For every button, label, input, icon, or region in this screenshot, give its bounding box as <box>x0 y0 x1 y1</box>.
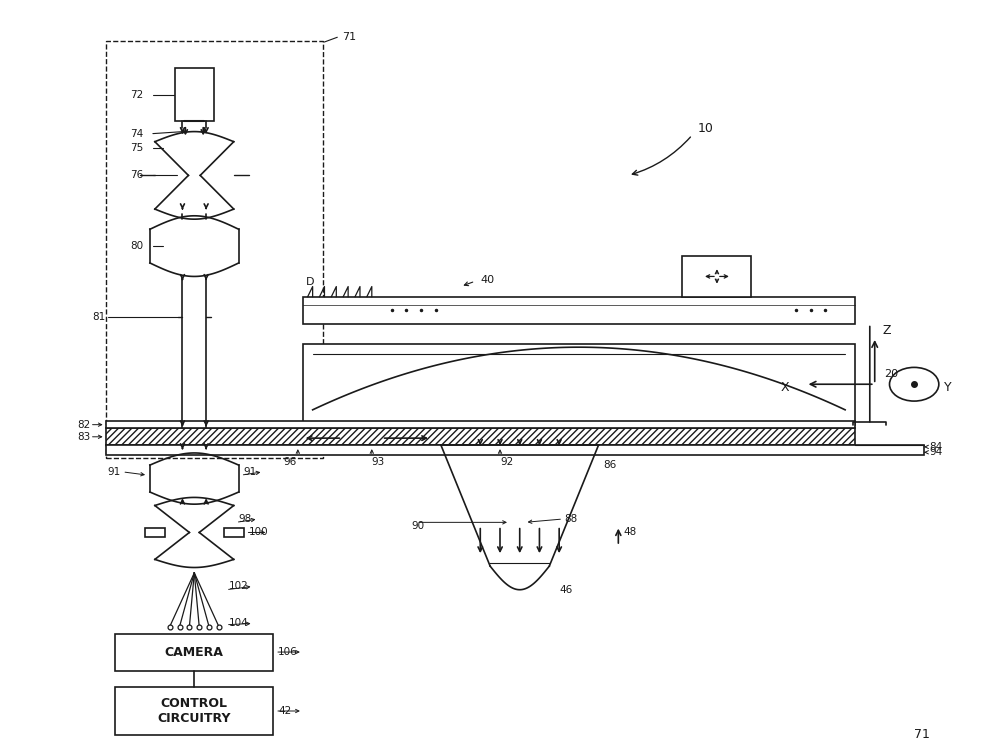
Text: 88: 88 <box>564 514 577 524</box>
Bar <box>106 41 322 458</box>
Text: 94: 94 <box>929 447 942 458</box>
Text: 83: 83 <box>78 432 91 442</box>
Text: 48: 48 <box>623 528 637 538</box>
Text: Y: Y <box>944 381 951 394</box>
Text: 100: 100 <box>249 528 268 538</box>
Text: 72: 72 <box>130 90 143 100</box>
Text: 86: 86 <box>604 460 617 470</box>
Text: CAMERA: CAMERA <box>165 646 224 658</box>
Text: 98: 98 <box>239 514 252 524</box>
Text: CONTROL
CIRCUITRY: CONTROL CIRCUITRY <box>158 697 231 725</box>
Text: 76: 76 <box>130 171 143 180</box>
Text: Z: Z <box>883 324 891 337</box>
Bar <box>303 344 855 424</box>
Text: 20: 20 <box>885 369 899 379</box>
Text: 92: 92 <box>500 457 513 467</box>
Text: 75: 75 <box>130 143 143 153</box>
Bar <box>224 528 244 537</box>
Bar <box>115 687 273 735</box>
Text: 102: 102 <box>229 581 249 591</box>
Bar <box>145 528 165 537</box>
Bar <box>106 445 924 455</box>
Text: 71: 71 <box>914 728 930 741</box>
Bar <box>682 256 751 297</box>
Text: D: D <box>306 277 314 287</box>
Text: 91: 91 <box>107 467 120 477</box>
Text: 104: 104 <box>229 618 249 628</box>
Text: 96: 96 <box>283 457 296 467</box>
Text: 82: 82 <box>78 420 91 430</box>
Text: X: X <box>781 381 790 394</box>
Text: 40: 40 <box>480 275 494 285</box>
Text: 80: 80 <box>130 241 143 251</box>
Text: 84: 84 <box>929 442 942 452</box>
Text: 71: 71 <box>342 32 356 42</box>
Text: 46: 46 <box>559 584 572 595</box>
Circle shape <box>890 368 939 401</box>
Text: 74: 74 <box>130 128 143 139</box>
Text: 91: 91 <box>244 467 257 477</box>
Bar <box>303 297 855 324</box>
Text: 93: 93 <box>372 457 385 467</box>
Text: 90: 90 <box>411 521 424 531</box>
Text: 106: 106 <box>278 647 298 657</box>
Bar <box>175 68 214 122</box>
Text: 81: 81 <box>92 312 106 322</box>
Text: 42: 42 <box>278 706 291 716</box>
Bar <box>106 421 855 428</box>
Bar <box>106 428 855 445</box>
Text: 10: 10 <box>697 122 713 134</box>
Bar <box>115 633 273 670</box>
